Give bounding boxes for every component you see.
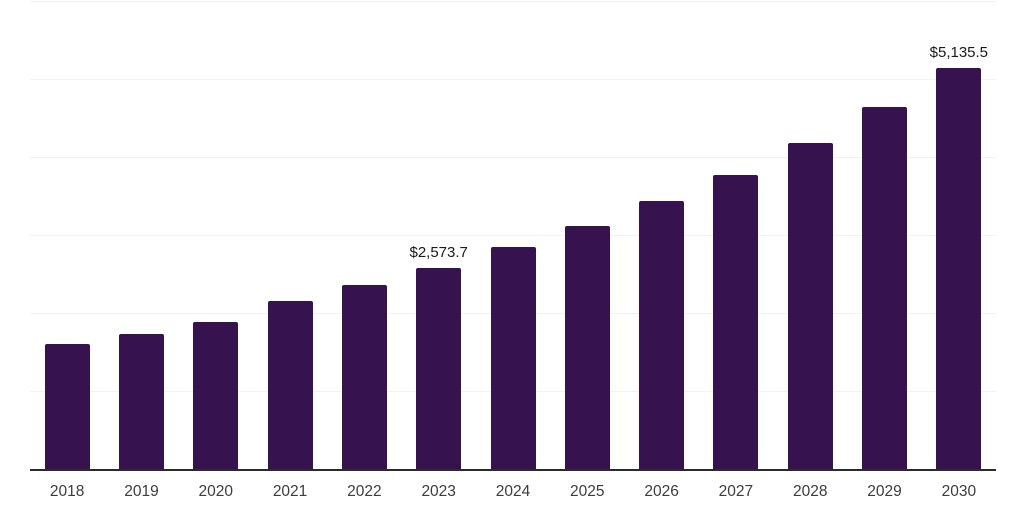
x-tick-2020: 2020 — [198, 483, 233, 500]
x-tick-2030: 2030 — [941, 483, 977, 500]
x-tick-2023: 2023 — [421, 483, 456, 500]
value-label-2023: $2,573.7 — [409, 244, 468, 262]
bar-2020 — [193, 321, 239, 469]
bar-2022 — [341, 284, 387, 469]
x-tick-2025: 2025 — [570, 483, 605, 500]
bar-2019 — [118, 333, 164, 469]
x-tick-2026: 2026 — [644, 483, 679, 500]
gridline-4000 — [30, 157, 996, 158]
x-tick-2024: 2024 — [495, 483, 531, 500]
plot-area: $2,573.7 $5,135.5 — [30, 1, 996, 471]
bar-2021 — [267, 300, 313, 469]
x-tick-2022: 2022 — [347, 483, 382, 500]
bar-2028 — [787, 143, 833, 469]
x-tick-2029: 2029 — [867, 483, 902, 500]
bar-2024 — [490, 247, 536, 469]
bar-2029 — [862, 107, 908, 469]
bar-2027 — [713, 174, 759, 469]
bar-2018 — [44, 343, 90, 469]
gridline-5000 — [30, 79, 996, 80]
x-tick-2028: 2028 — [792, 483, 828, 500]
x-tick-2027: 2027 — [718, 483, 754, 500]
bar-2025 — [564, 226, 610, 469]
gridline-3000 — [30, 235, 996, 236]
value-label-2030: $5,135.5 — [929, 44, 989, 62]
gridline-6000 — [30, 1, 996, 2]
bar-2030 — [936, 68, 982, 469]
bar-2026 — [639, 201, 685, 469]
x-axis: 2018 2019 2020 2021 2022 2023 2024 2025 2026 2027… — [30, 483, 996, 505]
x-tick-2021: 2021 — [272, 483, 308, 500]
bar-2023 — [416, 268, 462, 469]
x-tick-2019: 2019 — [124, 483, 159, 500]
x-tick-2018: 2018 — [49, 483, 85, 500]
